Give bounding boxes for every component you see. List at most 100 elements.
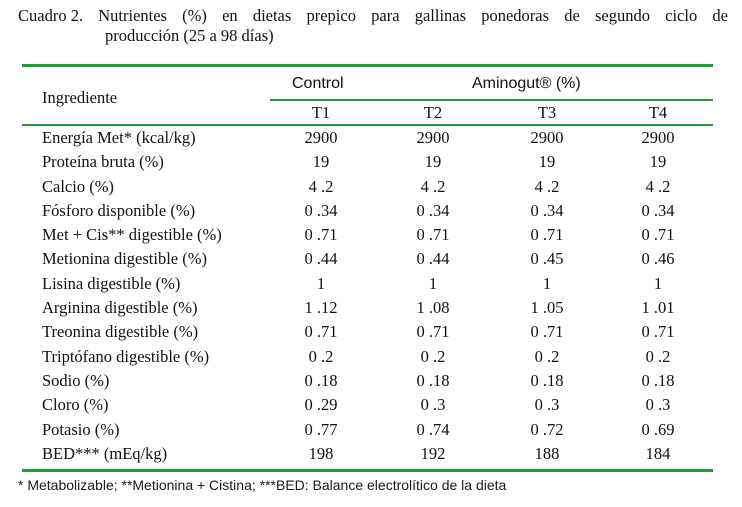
cell-t3: 0 .34: [530, 200, 564, 220]
caption-word: ponedoras: [481, 6, 550, 25]
cell-t1: 2900: [304, 128, 338, 147]
header-span-rule: [270, 99, 713, 101]
caption-word: gallinas: [414, 6, 467, 25]
cell-t2: 0 .71: [416, 322, 450, 342]
row-ingredient-name: Arginina digestible (%): [42, 298, 198, 318]
cell-t1: 198: [308, 443, 334, 463]
cell-t2: 0 .44: [416, 249, 450, 269]
cell-t1: 4 .2: [308, 176, 334, 196]
cell-t2: 2900: [416, 128, 450, 147]
caption-word: dietas: [252, 6, 292, 25]
table-row: Triptófano digestible (%) 0 .2 0 .2 0 .2 0 .…: [0, 346, 742, 370]
cell-t1: 0 .2: [308, 346, 334, 366]
header-bottom-rule: [22, 124, 713, 126]
table-row: Arginina digestible (%) 1 .12 1 .08 1 .05 1 …: [0, 297, 742, 321]
cell-t3: 0 .2: [534, 346, 560, 366]
cell-t4: 184: [645, 443, 671, 463]
cell-t1: 19: [312, 152, 330, 172]
table-row: Fósforo disponible (%) 0 .34 0 .34 0 .34 0 .…: [0, 200, 742, 224]
cell-t2: 1 .08: [416, 298, 450, 318]
cell-t2: 0 .34: [416, 200, 450, 220]
cell-t1: 0 .77: [304, 419, 338, 439]
row-ingredient-name: BED*** (mEq/kg): [42, 443, 168, 463]
row-ingredient-name: Cloro (%): [42, 395, 109, 415]
caption-word: Cuadro 2.: [18, 6, 84, 25]
caption-word: de: [712, 6, 728, 25]
cell-t2: 192: [420, 443, 446, 463]
cell-t2: 4 .2: [420, 176, 446, 196]
cell-t4: 1 .01: [641, 298, 675, 318]
cell-t2: 1: [428, 273, 438, 293]
cell-t3: 0 .71: [530, 225, 564, 245]
cell-t4: 0 .2: [645, 346, 671, 366]
header-ingrediente: Ingrediente: [42, 88, 118, 107]
table-row: Cloro (%) 0 .29 0 .3 0 .3 0 .3: [0, 394, 742, 418]
column-header-t1: T1: [311, 103, 331, 122]
header-control: Control: [292, 75, 344, 92]
row-ingredient-name: Metionina digestible (%): [42, 249, 207, 269]
table-footnote: * Metabolizable; **Metionina + Cistina; …: [18, 477, 507, 493]
cell-t3: 19: [538, 152, 556, 172]
caption-line-1: Cuadro 2. Nutrientes (%) en dietas prepico par…: [18, 6, 728, 26]
cell-t2: 0 .3: [420, 395, 446, 415]
cell-t2: 0 .18: [416, 370, 450, 390]
cell-t4: 0 .69: [641, 419, 675, 439]
cell-t3: 0 .18: [530, 370, 564, 390]
cell-t4: 0 .71: [641, 322, 675, 342]
cell-t1: 0 .34: [304, 200, 338, 220]
caption-word: prepico: [306, 6, 356, 25]
table-row: Potasio (%) 0 .77 0 .74 0 .72 0 .69: [0, 419, 742, 443]
cell-t1: 0 .29: [304, 395, 338, 415]
row-ingredient-name: Lisina digestible (%): [42, 273, 181, 293]
cell-t4: 19: [649, 152, 667, 172]
table-row: Calcio (%) 4 .2 4 .2 4 .2 4 .2: [0, 176, 742, 200]
table-row: Metionina digestible (%) 0 .44 0 .44 0 .45 0…: [0, 248, 742, 272]
cell-t3: 1 .05: [530, 298, 564, 318]
cell-t2: 0 .2: [420, 346, 446, 366]
cell-t1: 1 .12: [304, 298, 338, 318]
row-ingredient-name: Potasio (%): [42, 419, 120, 439]
top-rule: [22, 64, 713, 67]
header-aminogut: Aminogut® (%): [472, 75, 581, 92]
table-row: Met + Cis** digestible (%) 0 .71 0 .71 0 .7…: [0, 224, 742, 248]
cell-t3: 0 .72: [530, 419, 564, 439]
cell-t1: 0 .71: [304, 225, 338, 245]
cell-t3: 0 .3: [534, 395, 560, 415]
column-header-t2: T2: [423, 103, 443, 122]
cell-t3: 188: [534, 443, 560, 463]
cell-t3: 0 .45: [530, 249, 564, 269]
cell-t4: 4 .2: [645, 176, 671, 196]
row-ingredient-name: Treonina digestible (%): [42, 322, 199, 342]
cell-t1: 0 .44: [304, 249, 338, 269]
row-ingredient-name: Met + Cis** digestible (%): [42, 225, 222, 245]
cell-t1: 1: [316, 273, 326, 293]
caption-word: de: [564, 6, 580, 25]
cell-t2: 0 .74: [416, 419, 450, 439]
row-ingredient-name: Sodio (%): [42, 370, 110, 390]
table-row: Proteína bruta (%) 19 19 19 19: [0, 151, 742, 175]
cell-t3: 0 .71: [530, 322, 564, 342]
table-row: Lisina digestible (%) 1 1 1 1: [0, 273, 742, 297]
cell-t2: 0 .71: [416, 225, 450, 245]
row-ingredient-name: Calcio (%): [42, 176, 114, 196]
table-caption: Cuadro 2. Nutrientes (%) en dietas prepico par…: [18, 6, 728, 46]
bottom-rule: [22, 469, 713, 472]
cell-t4: 0 .18: [641, 370, 675, 390]
caption-word: Nutrientes: [98, 6, 167, 25]
cell-t3: 1: [542, 273, 552, 293]
cell-t4: 0 .34: [641, 200, 675, 220]
row-ingredient-name: Fósforo disponible (%): [42, 200, 196, 220]
cell-t1: 0 .18: [304, 370, 338, 390]
caption-word: segundo: [594, 6, 650, 25]
cell-t4: 1: [653, 273, 663, 293]
table-row: Sodio (%) 0 .18 0 .18 0 .18 0 .18: [0, 370, 742, 394]
cell-t3: 2900: [530, 128, 564, 147]
table-row: Energía Met* (kcal/kg) 2900 2900 2900 2900: [0, 127, 742, 151]
table-row: Treonina digestible (%) 0 .71 0 .71 0 .71 0 …: [0, 321, 742, 345]
table-body: Energía Met* (kcal/kg) 2900 2900 2900 2900 Pr…: [0, 127, 742, 467]
cell-t1: 0 .71: [304, 322, 338, 342]
column-header-t3: T3: [537, 103, 557, 122]
row-ingredient-name: Triptófano digestible (%): [42, 346, 210, 366]
caption-word: para: [371, 6, 400, 25]
caption-line-2: producción (25 a 98 días): [105, 26, 274, 45]
